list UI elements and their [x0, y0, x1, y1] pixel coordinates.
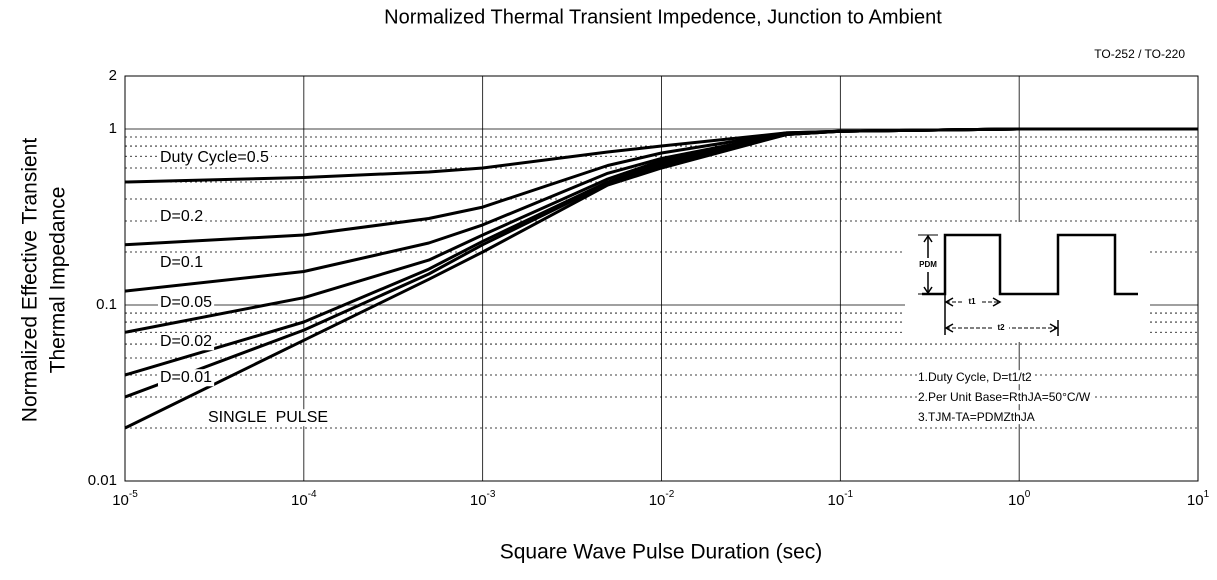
inset-background — [905, 222, 1150, 342]
pulse-inset — [905, 222, 1150, 342]
label-background — [206, 409, 331, 427]
t2-label: t2 — [997, 323, 1005, 332]
label-background — [158, 294, 215, 312]
y-tick-label: 1 — [109, 120, 117, 137]
label-background — [964, 296, 980, 307]
x-tick-label: 10-3 — [470, 489, 496, 509]
series-label: D=0.2 — [160, 208, 203, 225]
series-label: D=0.1 — [160, 254, 203, 271]
note: 2.Per Unit Base=RthJA=50°C/W — [918, 390, 1091, 404]
series-label: Duty Cycle=0.5 — [160, 149, 269, 166]
series-lines — [124, 127, 1198, 430]
y-tick-label: 2 — [109, 67, 117, 84]
pdm-label: PDM — [919, 260, 937, 269]
x-tick-label: 10-2 — [649, 489, 675, 509]
series-label: D=0.01 — [160, 369, 212, 386]
label-background — [917, 370, 1034, 385]
x-tick-label: 101 — [1187, 489, 1210, 509]
x-tick-label: 10-4 — [291, 489, 317, 509]
chart-title: Normalized Thermal Transient Impedence, … — [384, 6, 942, 28]
plot-frame — [124, 75, 1199, 482]
y-axis-label: Thermal Impedance — [47, 187, 70, 374]
label-background — [158, 208, 206, 226]
arrow-head — [944, 297, 1059, 333]
label-background — [158, 254, 206, 272]
label-background — [917, 410, 1036, 425]
label-background — [993, 322, 1009, 333]
x-axis-label: Square Wave Pulse Duration (sec) — [500, 541, 823, 564]
note: 3.TJM-TA=PDMZthJA — [918, 410, 1035, 424]
label-background — [158, 149, 272, 167]
y-tick-label: 0.01 — [88, 472, 117, 489]
arrow-head — [923, 234, 933, 295]
label-background — [158, 369, 215, 387]
y-tick-label: 0.1 — [96, 296, 117, 313]
x-tick-label: 10-5 — [112, 489, 138, 509]
series-label: D=0.05 — [160, 294, 212, 311]
label-background — [917, 390, 1092, 405]
series-label: D=0.02 — [160, 333, 212, 350]
series-line — [124, 127, 1198, 430]
t1-label: t1 — [968, 297, 976, 306]
series-label: SINGLE PULSE — [208, 409, 328, 426]
chart-subtitle: TO-252 / TO-220 — [1094, 47, 1185, 61]
note: 1.Duty Cycle, D=t1/t2 — [918, 370, 1032, 384]
x-tick-label: 100 — [1008, 489, 1031, 509]
y-axis-label: Normalized Effective Transient — [19, 138, 42, 423]
x-tick-label: 10-1 — [828, 489, 854, 509]
pulse-waveform — [922, 233, 1138, 296]
label-background — [158, 333, 215, 351]
